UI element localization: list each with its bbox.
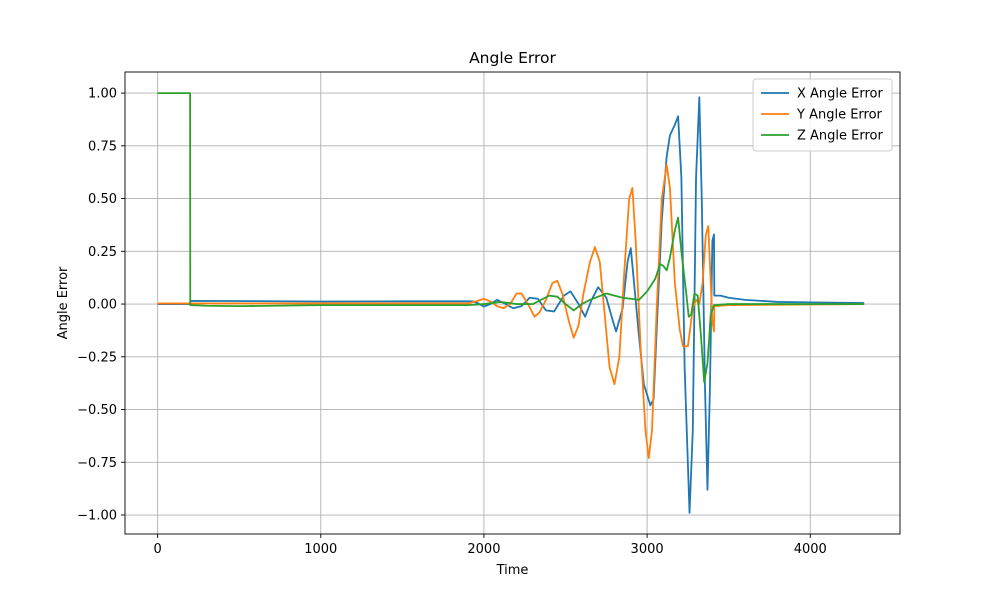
x-axis-label: Time [496, 563, 529, 578]
y-axis-label: Angle Error [56, 266, 71, 339]
series-line-3 [157, 92, 865, 384]
y-tick-label: −0.50 [77, 403, 117, 418]
x-tick-label: 1000 [304, 542, 337, 557]
x-tick-label: 0 [153, 542, 161, 557]
legend-label-2: Y Angle Error [796, 108, 883, 123]
x-tick-label: 2000 [467, 542, 500, 557]
x-axis-ticks: 0 1000 2000 3000 4000 [153, 534, 827, 557]
legend-label-1: X Angle Error [797, 87, 884, 102]
chart-title: Angle Error [469, 49, 556, 67]
y-tick-label: −0.25 [77, 350, 117, 365]
plot-series [157, 92, 865, 514]
x-tick-label: 4000 [794, 542, 827, 557]
legend-label-3: Z Angle Error [797, 129, 884, 144]
y-tick-label: 0.75 [88, 139, 117, 154]
y-tick-label: −0.75 [77, 456, 117, 471]
y-tick-label: 1.00 [88, 87, 117, 102]
y-tick-label: 0.50 [88, 192, 117, 207]
x-tick-label: 3000 [631, 542, 664, 557]
plot-frame [124, 71, 901, 535]
legend-box [752, 78, 893, 152]
y-tick-label: 0.00 [88, 298, 117, 313]
legend: X Angle Error Y Angle Error Z Angle Error [752, 78, 893, 152]
y-tick-label: 0.25 [88, 245, 117, 260]
y-axis-ticks: −1.00 −0.75 −0.50 −0.25 0.00 0.25 0.50 0.75 1.00 [77, 87, 125, 524]
y-tick-label: −1.00 [77, 509, 117, 524]
series-line-1 [157, 96, 865, 514]
